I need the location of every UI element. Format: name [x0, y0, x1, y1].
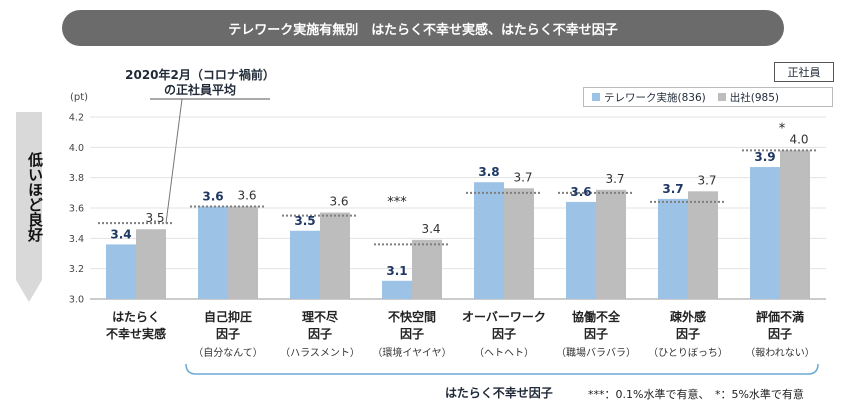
category-label-line2: 因子 [584, 326, 608, 341]
chart-title-banner: テレワーク実施有無別 はたらく不幸せ実感、はたらく不幸せ因子 [62, 10, 784, 46]
bar-office [688, 191, 718, 299]
y-tick-label: 3.6 [69, 204, 84, 215]
callout-line2: の正社員平均 [163, 83, 236, 97]
bar-telework [198, 206, 228, 299]
significance-footnote: ***：0.1%水準で有意、 *：5%水準で有意 [588, 388, 804, 401]
category-label-line3: （ヘトヘト） [474, 347, 534, 359]
bar-office [320, 212, 350, 299]
bar-office [228, 206, 258, 299]
value-label-telework: 3.4 [110, 227, 131, 241]
category-label-line2: 因子 [676, 326, 700, 341]
category-label-line3: （職場バラバラ） [556, 346, 636, 359]
bar-office [596, 189, 626, 299]
value-label-office: 3.7 [605, 172, 624, 186]
legend-item-telework: テレワーク実施(836) [592, 90, 706, 105]
category-label-line2: 因子 [768, 326, 792, 341]
bar-telework [106, 244, 136, 299]
callout-pointer [165, 98, 183, 224]
category-label-line1: はたらく [112, 310, 160, 324]
employee-type-badge: 正社員 [774, 62, 834, 82]
category-label-line2: 不幸せ実感 [106, 326, 166, 341]
factor-group-label: はたらく不幸せ因子 [445, 386, 553, 400]
category-label-line3: （ハラスメント） [280, 347, 360, 359]
y-tick-label: 4.2 [69, 113, 84, 124]
value-label-telework: 3.5 [294, 214, 315, 228]
category-label-line2: 因子 [400, 326, 424, 341]
y-tick-label: 3.8 [69, 173, 84, 184]
side-arrow-icon [16, 112, 42, 302]
category-label-line2: 因子 [216, 326, 240, 341]
category-label-line2: 因子 [492, 326, 516, 341]
category-label-line1: 協働不全 [572, 309, 621, 324]
value-label-office: 3.4 [421, 222, 440, 236]
factor-group-bracket [185, 363, 819, 375]
category-label-line1: 不快空間 [388, 309, 436, 324]
category-label-line1: 疎外感 [670, 309, 706, 324]
category-label-line1: 評価不満 [756, 309, 804, 324]
callout-line1: 2020年2月（コロナ禍前） [125, 68, 275, 82]
category-label-line1: 理不尽 [302, 310, 339, 324]
legend-label-office: 出社(985) [729, 91, 779, 104]
value-label-office: 3.6 [237, 188, 256, 202]
legend: テレワーク実施(836) 出社(985) [583, 87, 833, 107]
bar-office [504, 188, 534, 299]
category-label-line2: 因子 [308, 326, 332, 341]
bar-telework [658, 198, 688, 299]
value-label-office: 3.7 [513, 170, 532, 184]
category-label-line1: 自己抑圧 [204, 309, 252, 324]
category-label-line3: （環境イヤイヤ） [372, 346, 451, 359]
legend-swatch-office [717, 93, 726, 101]
bar-office [136, 229, 166, 299]
bar-telework [750, 167, 780, 299]
category-label-line3: （ひとりぼっち） [648, 347, 728, 359]
legend-swatch-telework [592, 93, 600, 101]
legend-label-telework: テレワーク実施(836) [604, 91, 706, 104]
value-label-telework: 3.7 [662, 182, 683, 196]
reference-callout: 2020年2月（コロナ禍前） の正社員平均 [120, 68, 280, 98]
value-label-telework: 3.1 [386, 264, 407, 278]
bar-telework [290, 230, 320, 299]
bar-telework [566, 201, 596, 299]
value-label-telework: 3.6 [202, 189, 223, 203]
value-label-office: 3.5 [145, 211, 164, 225]
y-tick-label: 3.0 [69, 295, 84, 306]
category-label-line3: （自分なんて） [193, 346, 263, 359]
value-label-office: 4.0 [789, 132, 808, 146]
value-label-telework: 3.8 [478, 165, 499, 179]
significance-mark: *** [387, 195, 407, 210]
side-label: 低いほど良好 [26, 152, 44, 242]
bar-office [412, 239, 442, 299]
legend-item-office: 出社(985) [717, 90, 779, 105]
value-label-office: 3.7 [697, 173, 716, 187]
value-label-telework: 3.6 [570, 185, 591, 199]
y-tick-label: 4.0 [69, 143, 84, 154]
significance-mark: * [779, 121, 786, 136]
bar-office [780, 150, 810, 299]
y-axis-unit: (pt) [70, 92, 88, 103]
bar-telework [382, 280, 412, 299]
y-tick-label: 3.2 [69, 264, 84, 275]
category-label-line1: オーバーワーク [462, 310, 546, 324]
value-label-office: 3.6 [329, 195, 348, 209]
category-label-line3: （報われない） [745, 347, 815, 359]
bar-telework [474, 182, 504, 299]
y-tick-label: 3.4 [69, 234, 84, 245]
value-label-telework: 3.9 [754, 150, 775, 164]
